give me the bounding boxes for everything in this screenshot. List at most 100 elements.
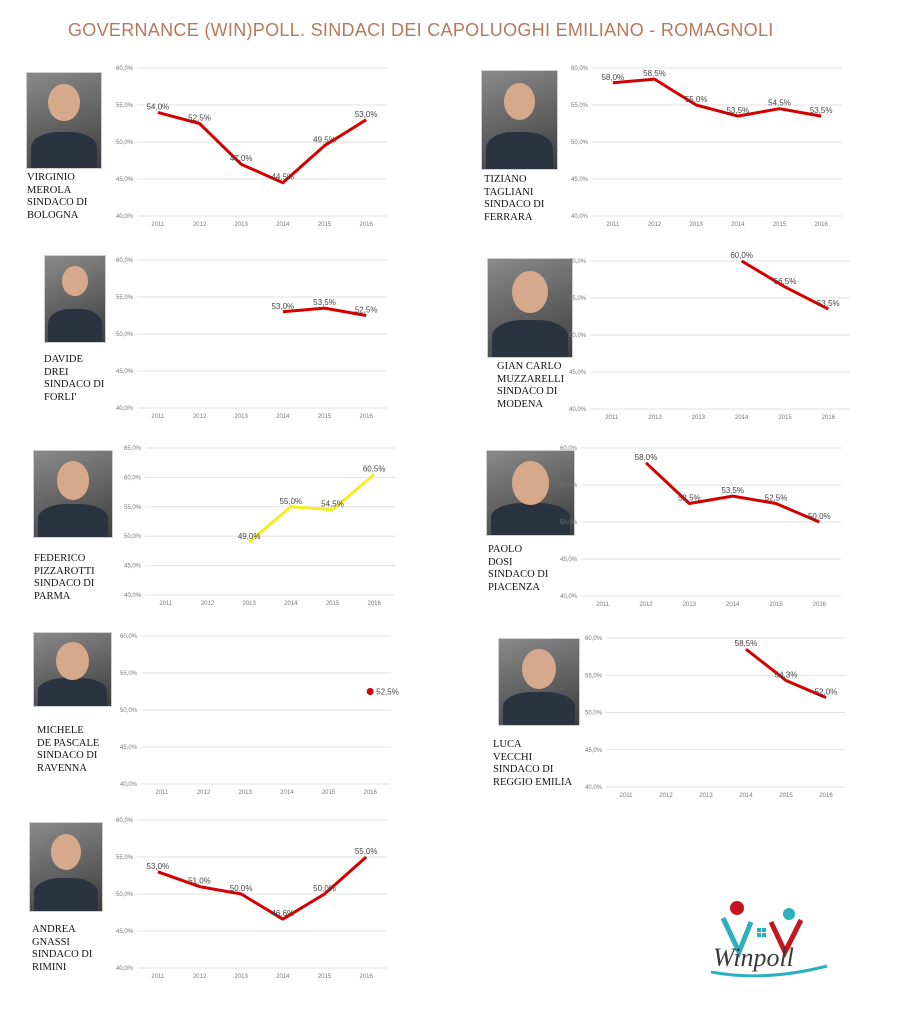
caption-line: VIRGINIO [27, 172, 75, 183]
series-line [612, 77, 822, 118]
series-line [157, 855, 368, 921]
y-tick-label: 55,0% [120, 671, 138, 677]
data-label: 52,5% [188, 114, 211, 123]
y-tick-label: 40,0% [120, 782, 138, 788]
data-label: 55,0% [355, 847, 378, 856]
x-tick-label: 2016 [359, 414, 373, 420]
logo-red-dot-icon [730, 901, 744, 915]
ferrara-mayor-caption: TIZIANO TAGLIANI SINDACO DI FERRARA [484, 174, 544, 224]
x-tick-label: 2016 [822, 415, 836, 421]
x-tick-label: 2016 [813, 602, 827, 608]
x-tick-label: 2011 [151, 974, 165, 980]
data-label: 53,0% [355, 110, 378, 119]
x-tick-label: 2014 [276, 974, 290, 980]
x-tick-label: 2011 [620, 793, 634, 799]
data-label: 55,0% [279, 497, 302, 506]
data-label: 47,0% [230, 154, 253, 163]
x-tick-label: 2014 [726, 602, 740, 608]
bologna-mayor-photo [26, 72, 102, 169]
data-label: 54,5% [321, 500, 344, 509]
x-tick-label: 2015 [322, 790, 336, 796]
parma-mayor-caption: FEDERICO PIZZAROTTI SINDACO DI PARMA [34, 553, 95, 603]
y-tick-label: 40,0% [560, 594, 578, 600]
data-label: 53,0% [146, 862, 169, 871]
caption-line: GNASSI [32, 936, 70, 948]
data-label: 53,0% [271, 302, 294, 311]
data-label: 52,5% [765, 494, 788, 503]
ferrara-chart: 40,0% 45,0% 50,0% 55,0% 60,0% 2011 2012 2013 201… [571, 66, 842, 228]
y-tick-label: 40,0% [116, 406, 134, 412]
caption-line: PAOLO [488, 544, 523, 555]
caption-line: MEROLA [27, 184, 72, 196]
y-tick-label: 50,0% [585, 711, 603, 717]
data-label: 52,5% [678, 494, 701, 503]
series-line [248, 473, 376, 544]
y-tick-label: 45,0% [120, 745, 138, 751]
x-tick-label: 2015 [769, 602, 783, 608]
caption-line: SINDACO DI [34, 578, 95, 589]
caption-line: MODENA [497, 398, 544, 410]
y-tick-label: 40,0% [569, 407, 587, 413]
forli-mayor-photo [44, 255, 106, 343]
y-tick-label: 45,0% [569, 370, 587, 376]
bologna-chart: 40,0% 45,0% 50,0% 55,0% 60,0% 2011 2012 2013 201… [116, 66, 387, 228]
ravenna-mayor-photo [33, 632, 112, 707]
x-tick-label: 2016 [359, 222, 373, 228]
data-point [366, 688, 374, 695]
reggio-emilia-chart: 40,0% 45,0% 50,0% 55,0% 60,0% 2011 2012 2013 201… [585, 636, 846, 799]
modena-mayor-caption: GIAN CARLO MUZZARELLI SINDACO DI MODENA [497, 361, 564, 411]
x-tick-label: 2016 [367, 601, 381, 607]
x-tick-label: 2014 [739, 793, 753, 799]
caption-line: DE PASCALE [37, 737, 100, 749]
y-tick-label: 50,0% [116, 332, 134, 338]
caption-line: RIMINI [32, 961, 67, 973]
x-tick-label: 2014 [280, 790, 294, 796]
x-tick-label: 2013 [692, 415, 706, 421]
series-line [157, 110, 367, 185]
x-tick-label: 2013 [238, 790, 252, 796]
caption-line: SINDACO DI [484, 199, 545, 210]
x-tick-label: 2012 [197, 790, 211, 796]
caption-line: PIACENZA [488, 581, 540, 593]
caption-line: TIZIANO [484, 174, 527, 185]
forli-mayor-caption: DAVIDE DREI SINDACO DI FORLI' [44, 354, 104, 404]
forli-chart: 40,0% 45,0% 50,0% 55,0% 60,0% 2011 2012 2013 201… [116, 258, 387, 420]
x-tick-label: 2012 [201, 601, 215, 607]
modena-mayor-photo [487, 258, 573, 358]
x-tick-label: 2015 [779, 793, 793, 799]
data-label: 53,5% [313, 298, 336, 307]
y-tick-label: 50,0% [120, 708, 138, 714]
x-tick-label: 2015 [778, 415, 792, 421]
caption-line: MICHELE [37, 725, 84, 736]
reggio-emilia-mayor-caption: LUCA VECCHI SINDACO DI REGGIO EMILIA [493, 739, 572, 789]
caption-line: MUZZARELLI [497, 373, 565, 385]
y-tick-label: 50,0% [116, 892, 134, 898]
data-label: 54,5% [768, 99, 791, 108]
ferrara-mayor-photo [481, 70, 558, 170]
data-label: 51,0% [188, 877, 211, 886]
y-tick-label: 45,0% [585, 748, 603, 754]
piacenza-mayor-caption: PAOLO DOSI SINDACO DI PIACENZA [488, 544, 548, 594]
x-tick-label: 2014 [276, 222, 290, 228]
y-tick-label: 55,0% [116, 855, 134, 861]
ravenna-mayor-caption: MICHELE DE PASCALE SINDACO DI RAVENNA [37, 725, 99, 775]
x-tick-label: 2016 [819, 793, 833, 799]
y-tick-label: 45,0% [571, 177, 589, 183]
bologna-mayor-caption: VIRGINIO MEROLA SINDACO DI BOLOGNA [27, 172, 87, 222]
x-tick-label: 2011 [605, 415, 619, 421]
x-tick-label: 2014 [731, 222, 745, 228]
data-label: 53,5% [726, 106, 749, 115]
caption-line: SINDACO DI [44, 379, 105, 390]
series-line [282, 306, 367, 317]
x-tick-label: 2012 [648, 415, 662, 421]
ravenna-chart: 40,0% 45,0% 50,0% 55,0% 60,0% 2011 2012 2013 201… [120, 634, 399, 796]
y-tick-label: 60,0% [569, 259, 587, 265]
y-tick-label: 60,0% [560, 446, 578, 452]
x-tick-label: 2011 [159, 601, 173, 607]
y-tick-label: 50,0% [571, 140, 589, 146]
x-tick-label: 2015 [318, 414, 332, 420]
y-tick-label: 55,0% [585, 673, 603, 679]
y-tick-label: 60,0% [120, 634, 138, 640]
piacenza-mayor-photo [486, 450, 575, 536]
data-label: 60,5% [363, 464, 386, 473]
